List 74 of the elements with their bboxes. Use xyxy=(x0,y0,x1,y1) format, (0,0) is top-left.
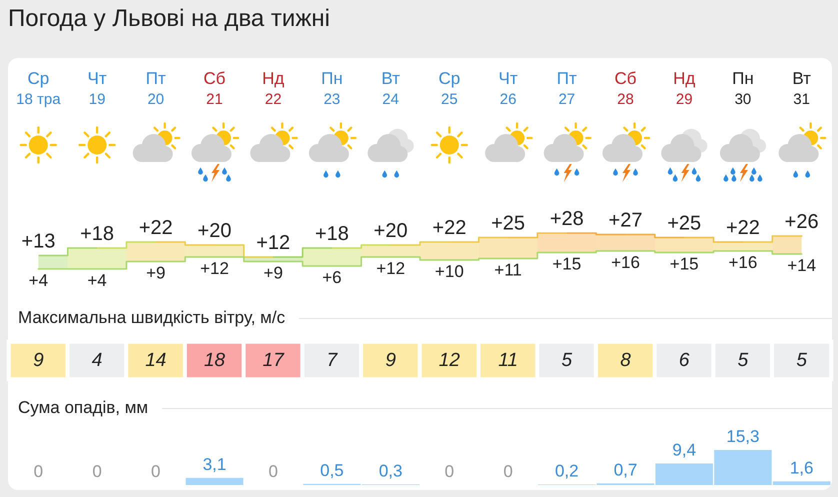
data-label: 3,1 xyxy=(202,454,226,474)
data-label: +4 xyxy=(28,271,48,290)
data-label: +12 xyxy=(376,259,406,278)
data-label: 0,2 xyxy=(554,462,579,481)
x-tick-label: Вт 31 xyxy=(792,69,812,108)
data-label: +4 xyxy=(87,271,107,290)
x-tick-label: Вт 24 xyxy=(381,69,400,108)
data-label: +22 xyxy=(138,217,173,239)
data-label: 0,3 xyxy=(378,461,402,480)
data-label: +13 xyxy=(21,230,56,252)
x-tick-label: Пн 30 xyxy=(732,69,754,108)
data-label: 0 xyxy=(268,462,278,481)
data-label: 5 xyxy=(561,350,572,371)
data-label: 17 xyxy=(262,350,286,371)
x-tick-label: Сб 28 xyxy=(614,69,637,108)
data-label: +18 xyxy=(314,223,349,245)
data-label: +26 xyxy=(784,211,819,233)
x-tick-label: Чт 19 xyxy=(88,69,107,108)
x-tick-label: Сб 21 xyxy=(203,69,226,108)
data-label: 0 xyxy=(444,462,454,481)
data-label: 1,6 xyxy=(790,458,814,478)
x-tick-label: Нд 29 xyxy=(673,69,696,108)
data-label: 9 xyxy=(385,350,396,371)
data-label: +10 xyxy=(434,262,464,281)
x-tick-label: Ср 25 xyxy=(438,69,460,108)
data-label: +22 xyxy=(726,217,760,239)
data-label: +16 xyxy=(728,253,758,272)
data-label: +20 xyxy=(374,220,408,242)
data-label: +25 xyxy=(667,212,702,234)
data-label: 0 xyxy=(503,462,513,481)
x-tick-label: Пн 23 xyxy=(321,69,343,108)
data-label: 9,4 xyxy=(672,440,696,460)
data-label: 6 xyxy=(678,350,690,371)
x-tick-label: Пт 27 xyxy=(556,69,577,108)
data-label: +15 xyxy=(670,254,699,274)
data-label: 18 xyxy=(204,350,226,371)
data-label: +12 xyxy=(200,259,229,278)
chart-title: Погода у Львові на два тижні xyxy=(8,5,330,32)
data-label: +14 xyxy=(787,256,816,275)
data-label: +22 xyxy=(432,217,466,239)
data-label: 11 xyxy=(498,350,518,371)
bar xyxy=(186,478,244,485)
data-label: +11 xyxy=(494,260,522,280)
data-label: +18 xyxy=(80,223,114,245)
data-label: +28 xyxy=(550,208,584,230)
data-label: +9 xyxy=(264,264,283,282)
x-tick-label: Чт 26 xyxy=(498,69,518,108)
data-label: 14 xyxy=(145,350,166,371)
data-label: 0 xyxy=(34,462,44,481)
x-tick-label: Ср 18 тра xyxy=(16,69,62,108)
x-tick-label: Пт 20 xyxy=(146,69,166,108)
data-label: 4 xyxy=(92,350,102,371)
data-label: 7 xyxy=(326,350,339,371)
data-label: 5 xyxy=(738,350,749,371)
data-label: 12 xyxy=(438,350,460,371)
data-label: +15 xyxy=(552,254,582,274)
data-label: 15,3 xyxy=(726,427,760,446)
data-label: +27 xyxy=(608,210,642,232)
data-label: +9 xyxy=(146,264,166,282)
x-tick-label: Нд 22 xyxy=(262,69,284,108)
chart-title: Сума опадів, мм xyxy=(18,398,148,418)
chart-title: Максимальна швидкість вітру, м/с xyxy=(18,308,286,328)
data-label: 0 xyxy=(92,462,102,481)
data-label: +16 xyxy=(611,253,640,272)
data-label: +25 xyxy=(491,212,526,234)
data-label: +6 xyxy=(322,268,342,287)
data-label: +20 xyxy=(198,220,232,242)
data-label: 5 xyxy=(796,350,808,371)
data-label: 0,7 xyxy=(614,460,638,480)
data-label: 0 xyxy=(151,462,161,481)
data-label: 8 xyxy=(620,350,632,371)
data-label: +12 xyxy=(256,232,290,254)
data-label: 0,5 xyxy=(320,460,344,480)
data-label: 9 xyxy=(33,350,44,371)
